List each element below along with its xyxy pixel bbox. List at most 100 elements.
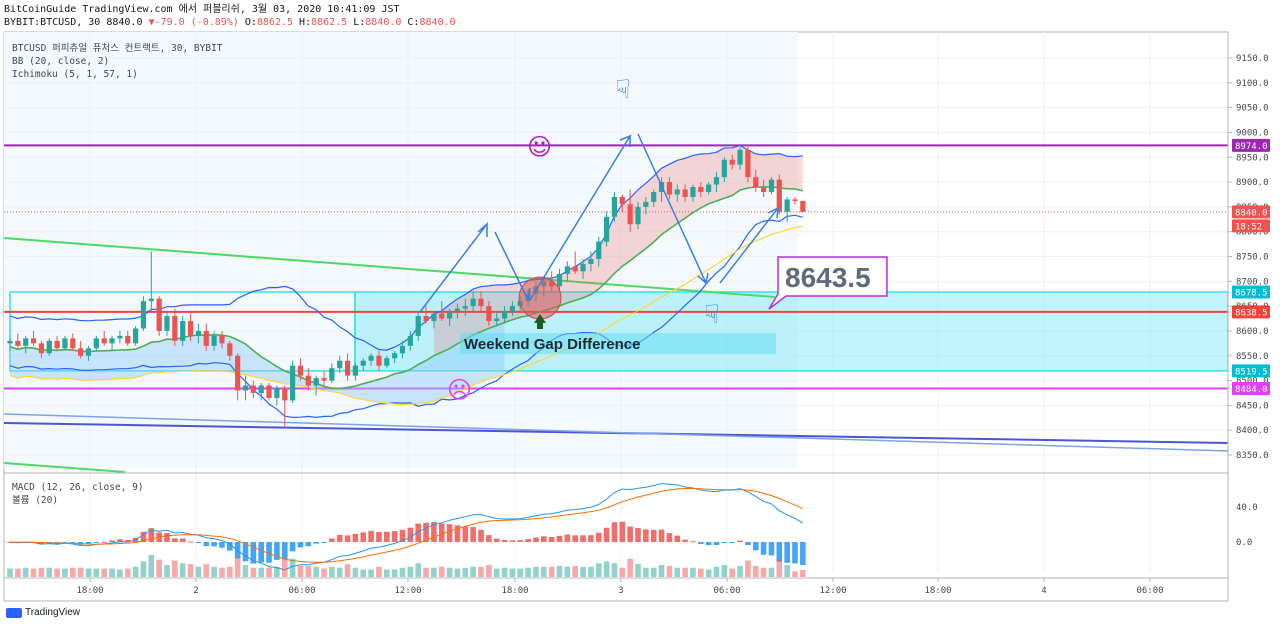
- macd-histogram-bar: [792, 542, 798, 564]
- candle-body: [187, 321, 194, 336]
- volume-bar: [438, 566, 445, 577]
- volume-bar: [62, 568, 68, 577]
- macd-histogram-bar: [258, 542, 264, 563]
- macd-histogram-bar: [101, 541, 107, 543]
- candle-body: [329, 368, 335, 381]
- candle-body: [800, 200, 806, 212]
- brand-logo[interactable]: TradingView: [6, 607, 80, 618]
- gap-zone: [354, 291, 1229, 372]
- candle-body: [148, 298, 154, 302]
- candle-body: [46, 340, 52, 354]
- price-label-bg: [1232, 382, 1270, 396]
- macd-histogram-bar: [234, 542, 241, 559]
- candle-body: [447, 311, 453, 319]
- candle-body: [454, 308, 461, 312]
- hand-pointer-icon-2: ☟: [704, 300, 720, 330]
- horizontal-levels: [4, 144, 1229, 390]
- candle-body: [360, 360, 366, 366]
- macd-histogram-bar: [572, 535, 578, 542]
- candle-body: [596, 241, 602, 259]
- volume-bar: [289, 558, 296, 577]
- volume-bar: [219, 567, 225, 577]
- candle-body: [651, 191, 657, 202]
- price-label: 8519.5: [1235, 367, 1268, 377]
- price-label: 8974.0: [1235, 142, 1268, 152]
- candle-body: [297, 365, 304, 376]
- candle-body: [30, 338, 37, 344]
- volume-bar: [297, 565, 304, 577]
- macd-histogram-bar: [368, 530, 374, 542]
- candle-body: [486, 306, 492, 322]
- legend-bb: BB (20, close, 2): [12, 56, 110, 67]
- x-tick-label: 06:00: [713, 586, 740, 596]
- candle-body: [305, 375, 311, 386]
- publish-info: BitCoinGuide TradingView.com 에서 퍼블리쉬, 3월…: [4, 4, 400, 15]
- candle-body: [470, 298, 476, 307]
- macd-histogram-bar: [470, 527, 476, 542]
- legend-ichimoku: Ichimoku (5, 1, 57, 1): [12, 69, 138, 80]
- volume-bar: [745, 560, 751, 577]
- y-tick-label: 8600.0: [1236, 327, 1269, 337]
- macd-histogram-bar: [556, 535, 563, 542]
- candle-body: [407, 335, 413, 346]
- macd-histogram-bar: [768, 542, 775, 556]
- candle-body: [313, 378, 319, 386]
- ohlc-bar: BYBIT:BTCUSD, 30 8840.0 ▼-79.0 (-0.89%) …: [4, 17, 456, 29]
- macd-histogram-bar: [195, 542, 202, 543]
- volume-bar: [384, 569, 390, 577]
- candle-body: [203, 330, 209, 346]
- volume-bar: [101, 568, 107, 577]
- macd-histogram-bar: [172, 538, 178, 542]
- macd-histogram-bar: [38, 542, 45, 545]
- candle-body: [7, 340, 13, 344]
- macd-histogram-bar: [454, 525, 461, 542]
- macd-histogram-bar: [70, 542, 76, 544]
- volume-bar: [172, 560, 178, 577]
- open-value: 8862.5: [256, 17, 294, 28]
- macd-histogram-bar: [344, 535, 351, 542]
- volume-bar: [713, 566, 720, 577]
- candle-body: [337, 360, 343, 369]
- volume-bar: [38, 567, 45, 577]
- macd-histogram-bar: [776, 542, 783, 562]
- candle-body: [564, 266, 570, 274]
- macd-histogram-bar: [376, 531, 382, 542]
- candle-body: [462, 306, 468, 309]
- macd-histogram-bar: [242, 542, 249, 562]
- volume-bar: [682, 567, 688, 577]
- macd-histogram-bar: [266, 542, 272, 563]
- volume-bar: [266, 567, 272, 577]
- macd-histogram-bar: [627, 526, 633, 542]
- macd-histogram-bar: [117, 539, 123, 542]
- macd-histogram-bar: [588, 535, 594, 542]
- y-tick-label: 8800.0: [1236, 228, 1269, 238]
- candle-body: [23, 338, 29, 346]
- candle-body: [761, 187, 767, 192]
- x-tick-label: 06:00: [1136, 586, 1163, 596]
- volume-bar: [533, 566, 539, 577]
- x-tick-label: 12:00: [819, 586, 846, 596]
- x-tick-label: 3: [618, 586, 623, 596]
- candle-body: [164, 316, 170, 331]
- price-label-bg: [1232, 285, 1270, 299]
- x-tick-label: 18:00: [76, 586, 103, 596]
- volume-bar: [541, 566, 547, 577]
- candle-body: [635, 206, 641, 225]
- macd-histogram-bar: [737, 540, 743, 542]
- volume-bar: [486, 565, 492, 577]
- volume-bar: [690, 567, 696, 577]
- macd-histogram-bar: [603, 527, 610, 542]
- candle-body: [219, 335, 225, 344]
- price-label: 8638.5: [1235, 308, 1268, 318]
- open-label: O:: [238, 17, 257, 28]
- volume-bar: [399, 567, 406, 577]
- volume-bar: [698, 568, 704, 577]
- candle-body: [399, 345, 406, 354]
- candle-body: [38, 343, 44, 354]
- macd-histogram-bar: [595, 532, 602, 542]
- volume-bar: [556, 565, 563, 577]
- macd-histogram-bar: [313, 542, 319, 544]
- elliott-arrows: [419, 133, 779, 313]
- macd-histogram-bar: [336, 534, 343, 542]
